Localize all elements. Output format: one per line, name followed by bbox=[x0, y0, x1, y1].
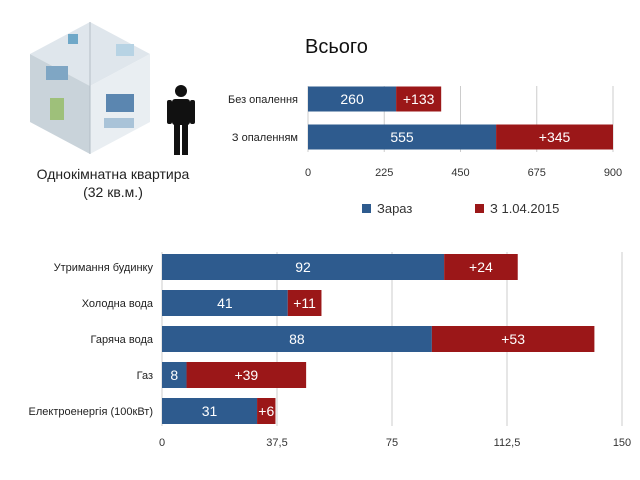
bar-current bbox=[308, 124, 497, 150]
bar-increase-label: +53 bbox=[501, 331, 525, 347]
bar-current bbox=[162, 254, 445, 280]
category-label: Газ bbox=[137, 370, 153, 382]
bar-current bbox=[308, 86, 397, 112]
x-tick-label: 75 bbox=[386, 437, 398, 449]
legend-label: Зараз bbox=[377, 201, 412, 216]
x-tick-label: 900 bbox=[604, 167, 622, 179]
category-label: Електроенергія (100кВт) bbox=[29, 406, 153, 418]
bar-increase-label: +345 bbox=[539, 129, 571, 145]
bar-value-label: 41 bbox=[217, 295, 233, 311]
apartment-title: Однокімнатна квартира bbox=[36, 166, 190, 182]
bar-increase-label: +39 bbox=[234, 367, 258, 383]
bar-value-label: 88 bbox=[289, 331, 305, 347]
bar-increase bbox=[431, 326, 595, 352]
x-tick-label: 225 bbox=[375, 167, 393, 179]
legend-label: З 1.04.2015 bbox=[490, 201, 559, 216]
bar-current bbox=[162, 398, 258, 424]
legend-swatch-increase bbox=[475, 204, 484, 213]
x-tick-label: 37,5 bbox=[266, 437, 287, 449]
bar-increase-label: +6 bbox=[258, 403, 274, 419]
bar-current bbox=[162, 326, 432, 352]
apartment-area: (32 кв.м.) bbox=[83, 184, 143, 200]
x-tick-label: 450 bbox=[451, 167, 469, 179]
bar-increase bbox=[396, 86, 442, 112]
category-label: Гаряча вода bbox=[91, 334, 154, 346]
bar-value-label: 31 bbox=[202, 403, 218, 419]
category-label: Утримання будинку bbox=[54, 262, 154, 274]
bar-increase bbox=[287, 290, 322, 316]
bar-increase bbox=[444, 254, 518, 280]
x-tick-label: 0 bbox=[305, 167, 311, 179]
legend-swatch-current bbox=[362, 204, 371, 213]
bar-increase-label: +24 bbox=[469, 259, 493, 275]
bar-increase-label: +11 bbox=[293, 295, 316, 311]
bar-value-label: 260 bbox=[340, 91, 364, 107]
category-label: Без опалення bbox=[228, 94, 298, 106]
x-tick-label: 0 bbox=[159, 437, 165, 449]
x-tick-label: 675 bbox=[528, 167, 546, 179]
apartment-caption: Однокімнатна квартира (32 кв.м.) bbox=[22, 165, 204, 201]
category-label: Холодна вода bbox=[82, 298, 154, 310]
category-label: З опаленням bbox=[232, 132, 298, 144]
bar-value-label: 92 bbox=[295, 259, 311, 275]
person-icon bbox=[167, 85, 195, 155]
bar-current bbox=[162, 290, 288, 316]
bar-increase bbox=[496, 124, 613, 150]
bar-value-label: 555 bbox=[390, 129, 414, 145]
x-tick-label: 112,5 bbox=[494, 437, 521, 449]
bar-increase bbox=[257, 398, 276, 424]
bar-value-label: 8 bbox=[170, 367, 178, 383]
bar-increase bbox=[186, 362, 307, 388]
x-tick-label: 150 bbox=[613, 437, 631, 449]
apartment-floorplan-image bbox=[30, 22, 150, 154]
bar-increase-label: +133 bbox=[403, 91, 435, 107]
chart-title: Всього bbox=[305, 36, 368, 58]
bar-current bbox=[162, 362, 187, 388]
